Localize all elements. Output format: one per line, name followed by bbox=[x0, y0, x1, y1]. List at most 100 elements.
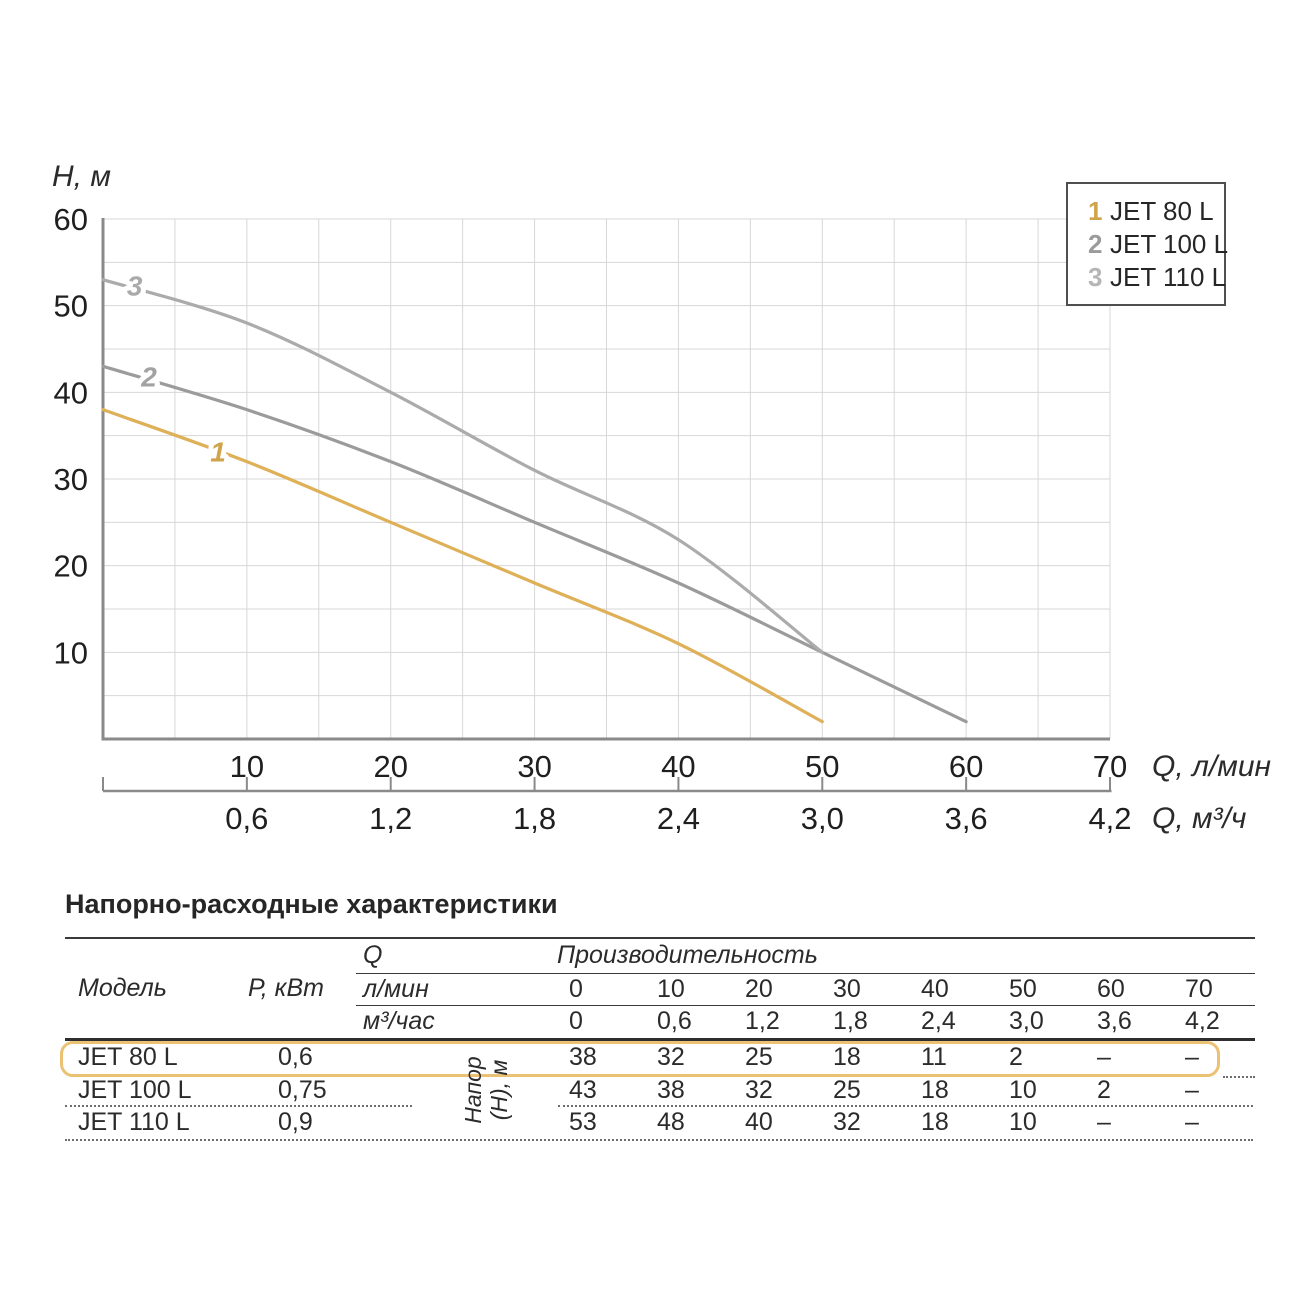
table-row-values: 53 48 40 32 18 10 – – bbox=[569, 1106, 1273, 1139]
model-name: JET 80 L bbox=[78, 1043, 178, 1071]
chart-curves bbox=[101, 278, 968, 724]
table-cell: 1,2 bbox=[745, 1007, 780, 1035]
unit-label-m3h: м³/час bbox=[363, 1007, 435, 1035]
table-cell: 25 bbox=[745, 1043, 773, 1071]
table-cell: 2,4 bbox=[921, 1007, 956, 1035]
table-cell: 1,8 bbox=[833, 1007, 868, 1035]
row-separator-dotted bbox=[558, 1105, 1253, 1107]
x2-tick-label: 3,0 bbox=[801, 801, 844, 836]
power-value: 0,6 bbox=[278, 1043, 313, 1071]
x2-tick-label: 4,2 bbox=[1088, 801, 1131, 836]
x2-tick-label: 0,6 bbox=[225, 801, 268, 836]
chart-grid bbox=[103, 218, 1111, 739]
row-separator-dotted bbox=[1223, 1076, 1255, 1078]
table-cell: 32 bbox=[657, 1043, 685, 1071]
table-top-border bbox=[65, 937, 1255, 939]
table-cell: 10 bbox=[1009, 1076, 1037, 1104]
characteristics-table: Модель Р, кВт Q Производительность л/мин… bbox=[60, 937, 1255, 1147]
curve-number-label: 2 bbox=[140, 362, 157, 393]
row-separator-dotted bbox=[65, 1139, 1253, 1141]
unit-label-lmin: л/мин bbox=[363, 975, 429, 1003]
table-cell: 38 bbox=[569, 1043, 597, 1071]
table-cell: 11 bbox=[921, 1043, 947, 1071]
curve-number-label: 1 bbox=[210, 436, 226, 467]
y-tick-label: 10 bbox=[54, 635, 88, 670]
table-cell: 3,6 bbox=[1097, 1007, 1132, 1035]
table-title: Напорно-расходные характеристики bbox=[65, 889, 558, 919]
chart-axes bbox=[101, 218, 1110, 741]
column-header-capacity: Производительность bbox=[557, 941, 818, 969]
table-cell: 18 bbox=[921, 1076, 949, 1104]
y-tick-label: 30 bbox=[54, 462, 88, 497]
x2-tick-label: 3,6 bbox=[945, 801, 988, 836]
table-cell: – bbox=[1097, 1043, 1111, 1071]
table-cell: 50 bbox=[1009, 975, 1037, 1003]
table-header-bottom-border bbox=[65, 1038, 1255, 1041]
table-cell: 53 bbox=[569, 1108, 597, 1136]
table-cell: 38 bbox=[657, 1076, 685, 1104]
chart-legend: 1 JET 80 L 2 JET 100 L 3 JET 110 L bbox=[1066, 182, 1229, 306]
table-cell: 0 bbox=[569, 975, 583, 1003]
y-tick-label: 20 bbox=[54, 549, 88, 584]
power-value: 0,9 bbox=[278, 1108, 313, 1136]
power-value: 0,75 bbox=[278, 1076, 327, 1104]
curve-jet-80-l bbox=[101, 408, 824, 724]
table-cell: 0 bbox=[569, 1007, 583, 1035]
table-cell: 2 bbox=[1097, 1076, 1111, 1104]
y-tick-label: 40 bbox=[54, 375, 88, 410]
column-header-model: Модель bbox=[78, 974, 167, 1002]
table-cell: – bbox=[1185, 1043, 1199, 1071]
table-cell: 40 bbox=[745, 1108, 773, 1136]
row-separator-dotted bbox=[65, 1105, 412, 1107]
column-header-power: Р, кВт bbox=[248, 974, 324, 1002]
model-name: JET 100 L bbox=[78, 1076, 192, 1104]
table-cell: 18 bbox=[921, 1108, 949, 1136]
table-cell: – bbox=[1097, 1108, 1111, 1136]
table-cell: – bbox=[1185, 1108, 1199, 1136]
y-tick-label: 60 bbox=[54, 202, 88, 237]
table-cell: 2 bbox=[1009, 1043, 1023, 1071]
x2-tick-label: 1,8 bbox=[513, 801, 556, 836]
x-axis-title: Q, л/мин bbox=[1152, 750, 1271, 783]
legend-series-label: JET 100 L bbox=[1110, 229, 1229, 259]
table-header-divider bbox=[356, 1005, 1255, 1006]
header-row-lmin-values: 0 10 20 30 40 50 60 70 bbox=[569, 973, 1273, 1005]
table-cell: 10 bbox=[1009, 1108, 1037, 1136]
legend-item: 3 JET 110 L bbox=[1088, 262, 1227, 292]
table-header-divider bbox=[356, 973, 1255, 974]
legend-series-number: 2 bbox=[1088, 229, 1103, 259]
table-cell: 32 bbox=[745, 1076, 773, 1104]
y-axis-title: Н, м bbox=[52, 160, 111, 193]
legend-series-label: JET 110 L bbox=[1110, 262, 1227, 292]
table-cell: 43 bbox=[569, 1076, 597, 1104]
x2-tick-label: 2,4 bbox=[657, 801, 700, 836]
table-cell: 0,6 bbox=[657, 1007, 692, 1035]
legend-series-number: 1 bbox=[1088, 196, 1103, 226]
table-cell: – bbox=[1185, 1076, 1199, 1104]
rotated-head-label: Напор (H), м bbox=[460, 1056, 512, 1124]
table-cell: 10 bbox=[657, 975, 685, 1003]
chart-secondary-axis: 0,6 1,2 1,8 2,4 3,0 3,6 4,2 bbox=[102, 777, 1132, 836]
table-cell: 18 bbox=[833, 1043, 861, 1071]
table-row-values: 43 38 32 25 18 10 2 – bbox=[569, 1074, 1273, 1106]
legend-series-number: 3 bbox=[1088, 262, 1103, 292]
table-cell: 32 bbox=[833, 1108, 861, 1136]
table-cell: 3,0 bbox=[1009, 1007, 1044, 1035]
table-cell: 25 bbox=[833, 1076, 861, 1104]
x2-tick-label: 1,2 bbox=[369, 801, 412, 836]
table-cell: 4,2 bbox=[1185, 1007, 1220, 1035]
table-row-values: 38 32 25 18 11 2 – – bbox=[569, 1040, 1273, 1074]
table-cell: 60 bbox=[1097, 975, 1125, 1003]
table-cell: 40 bbox=[921, 975, 949, 1003]
x2-axis-title: Q, м³/ч bbox=[1152, 802, 1246, 835]
table-cell: 20 bbox=[745, 975, 773, 1003]
curve-jet-110-l bbox=[101, 278, 824, 654]
model-name: JET 110 L bbox=[78, 1108, 190, 1136]
column-header-q: Q bbox=[363, 941, 383, 969]
legend-series-label: JET 80 L bbox=[1110, 196, 1214, 226]
table-cell: 30 bbox=[833, 975, 861, 1003]
table-cell: 70 bbox=[1185, 975, 1213, 1003]
row-highlight-box bbox=[60, 1041, 1220, 1077]
